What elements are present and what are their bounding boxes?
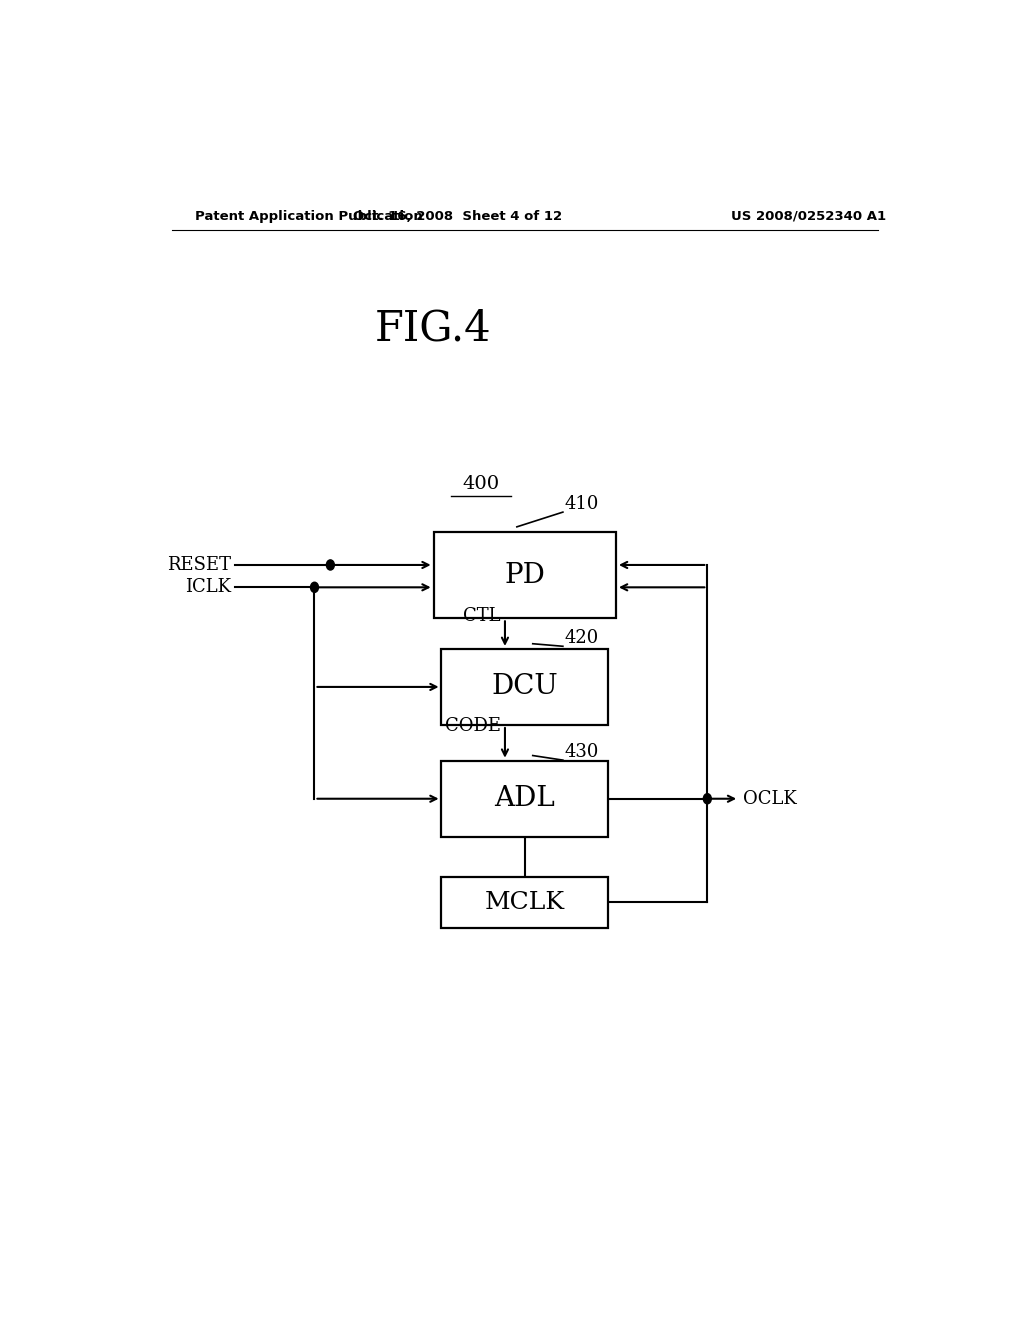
Bar (441, 876, 608, 928)
Circle shape (310, 582, 318, 593)
Text: Oct. 16, 2008  Sheet 4 of 12: Oct. 16, 2008 Sheet 4 of 12 (353, 210, 562, 223)
Text: OCLK: OCLK (743, 789, 797, 808)
Text: FIG.4: FIG.4 (375, 308, 492, 348)
Circle shape (703, 793, 712, 804)
Text: RESET: RESET (167, 556, 231, 574)
Bar (441, 760, 608, 837)
Text: PD: PD (505, 561, 545, 589)
Text: 400: 400 (463, 475, 500, 492)
Text: ADL: ADL (495, 785, 555, 812)
Text: Patent Application Publication: Patent Application Publication (196, 210, 423, 223)
Text: 420: 420 (564, 630, 599, 647)
Text: ICLK: ICLK (185, 578, 231, 597)
Text: US 2008/0252340 A1: US 2008/0252340 A1 (731, 210, 886, 223)
Text: CODE: CODE (445, 717, 501, 735)
Circle shape (327, 560, 335, 570)
Text: MCLK: MCLK (484, 891, 565, 913)
Bar (433, 532, 616, 618)
Text: 410: 410 (564, 495, 599, 513)
Text: DCU: DCU (492, 673, 558, 701)
Text: CTL: CTL (464, 607, 501, 626)
Text: 430: 430 (564, 743, 599, 760)
Bar (441, 649, 608, 725)
